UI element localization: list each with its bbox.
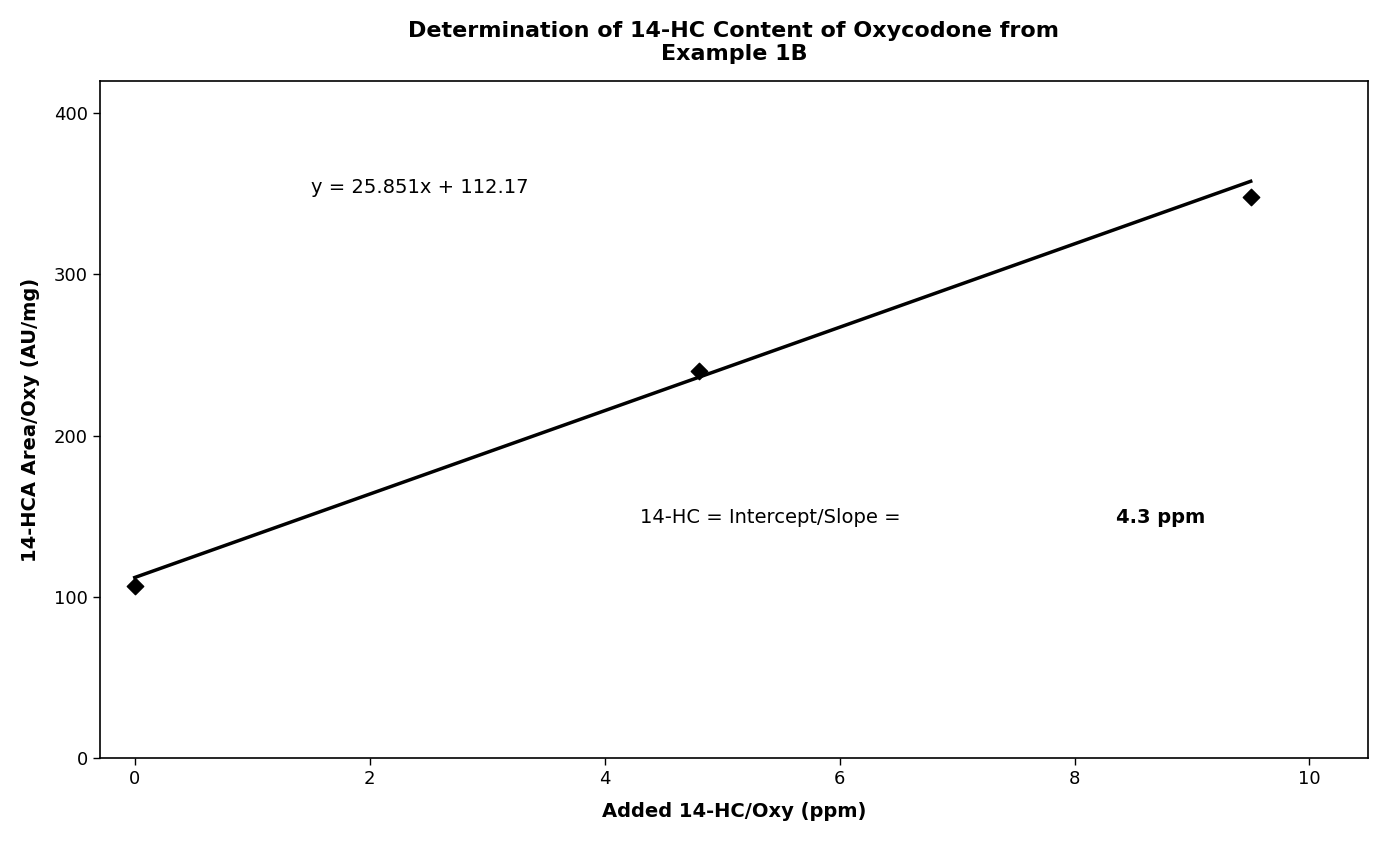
X-axis label: Added 14-HC/Oxy (ppm): Added 14-HC/Oxy (ppm) [601,802,865,821]
Text: y = 25.851x + 112.17: y = 25.851x + 112.17 [311,178,528,197]
Y-axis label: 14-HCA Area/Oxy (AU/mg): 14-HCA Area/Oxy (AU/mg) [21,278,40,562]
Point [124,579,146,593]
Point [1239,190,1261,204]
Title: Determination of 14-HC Content of Oxycodone from
Example 1B: Determination of 14-HC Content of Oxycod… [408,21,1060,64]
Point [688,365,710,378]
Text: 4.3 ppm: 4.3 ppm [1115,509,1204,527]
Text: 14-HC = Intercept/Slope =: 14-HC = Intercept/Slope = [640,509,907,527]
